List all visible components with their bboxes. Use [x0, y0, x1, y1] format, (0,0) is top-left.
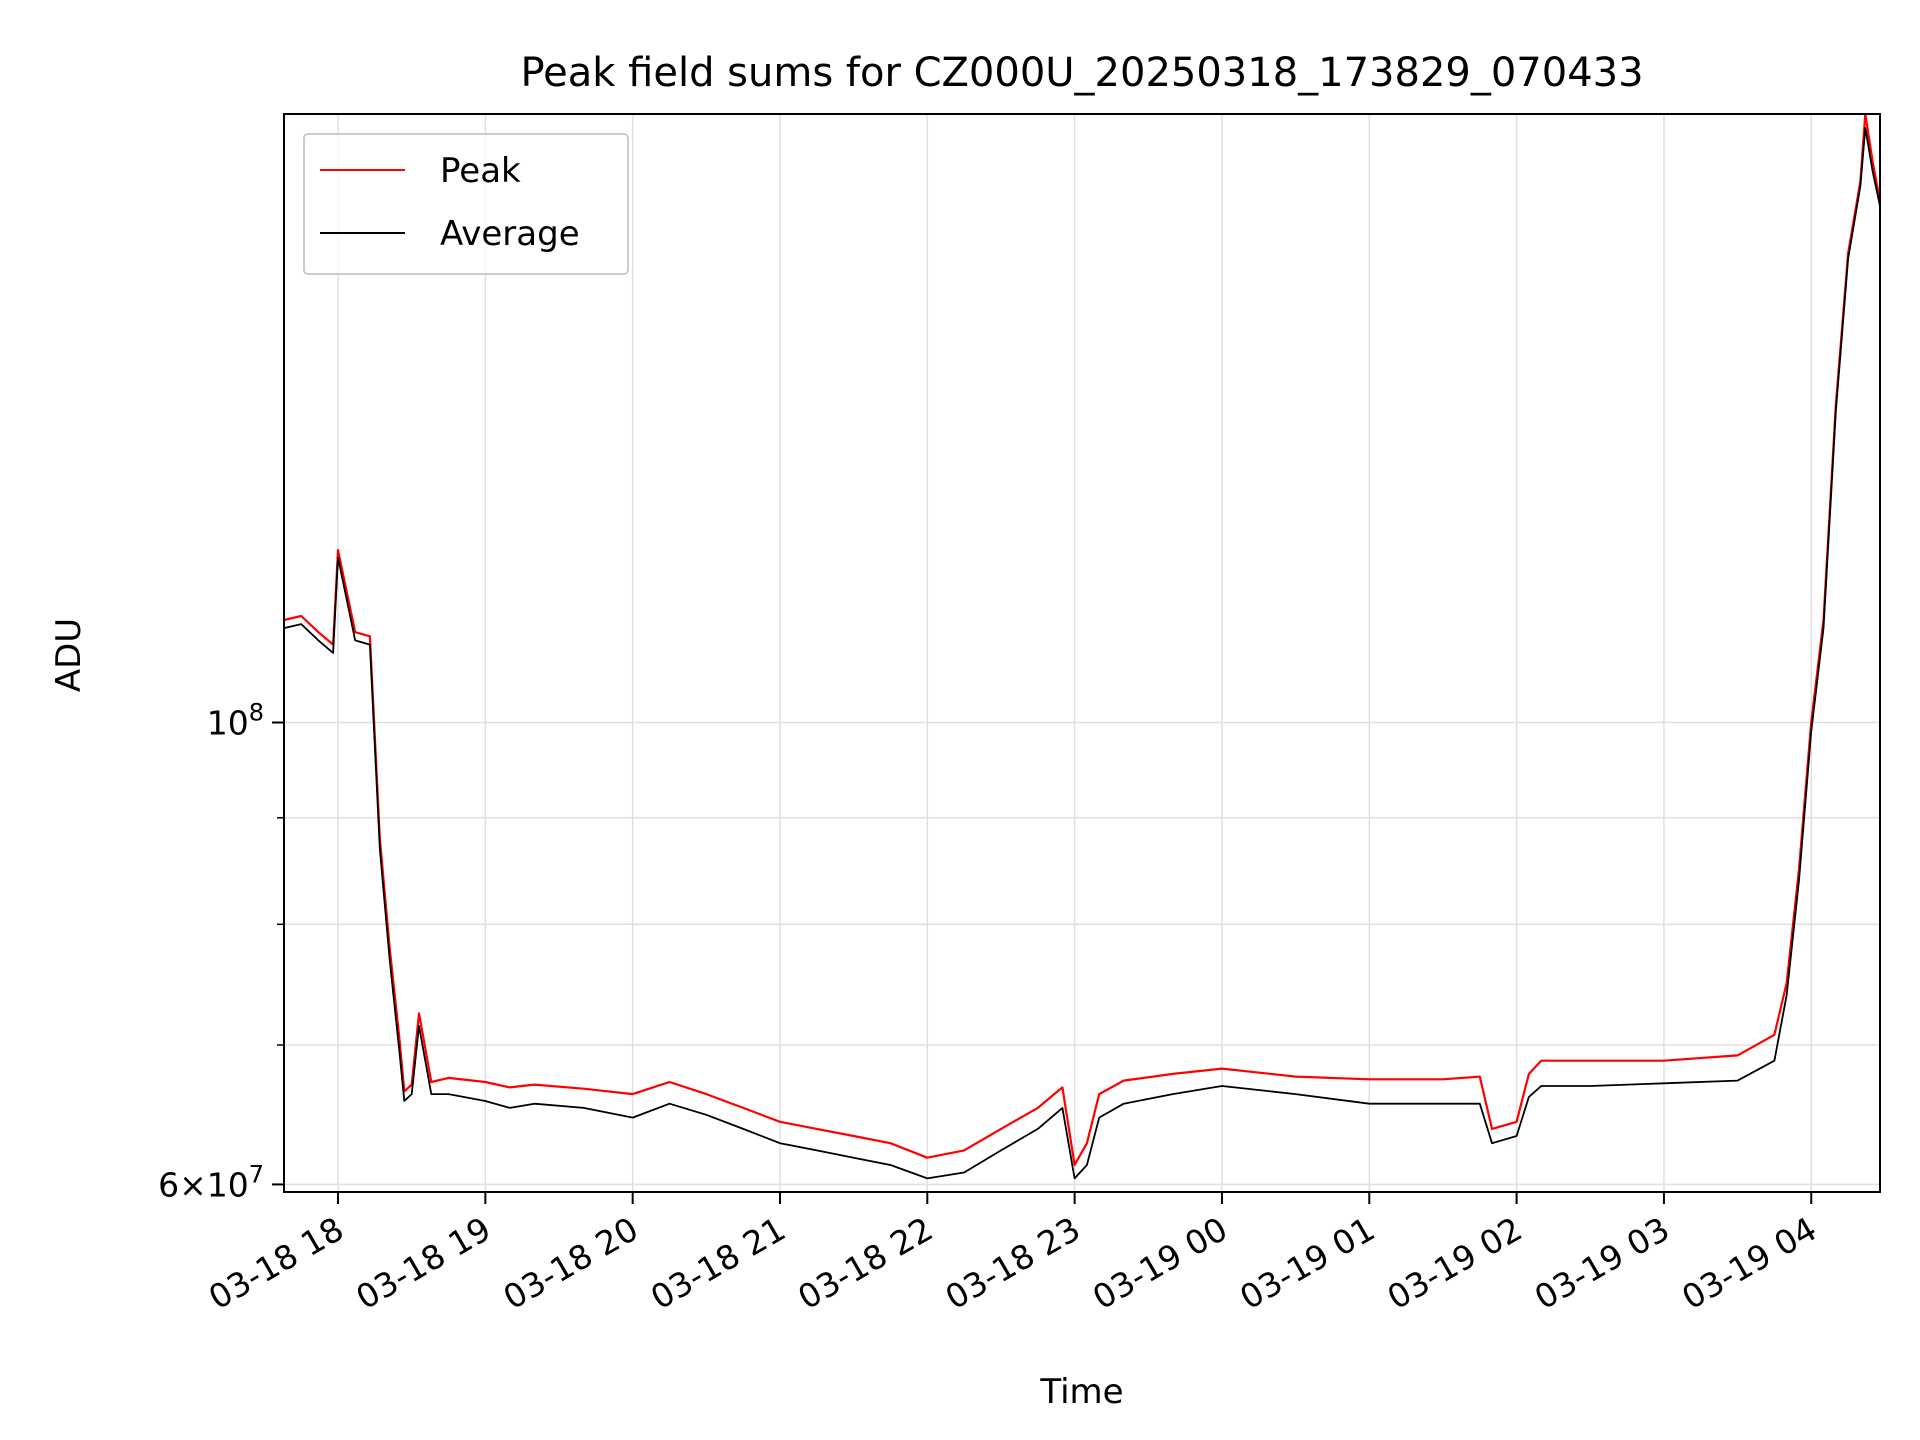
series-line-average: [283, 127, 1881, 1180]
y-tick-label: 108: [207, 699, 264, 743]
gridlines: [284, 114, 1880, 1192]
legend-label-peak: Peak: [440, 151, 521, 191]
y-tick-base: 10: [207, 704, 249, 743]
series-layer: [283, 112, 1882, 1180]
y-tick-base: 10: [207, 1165, 249, 1204]
y-tick-mantissa: 6: [158, 1165, 179, 1204]
legend: Peak Average: [303, 133, 629, 275]
plot-area-frame: [283, 113, 1881, 1193]
y-tick-exponent: 7: [249, 1160, 264, 1188]
x-axis-label: Time: [1039, 1372, 1123, 1412]
y-tick-times: ×: [179, 1165, 207, 1204]
legend-label-average: Average: [440, 214, 580, 254]
chart-title: Peak field sums for CZ000U_20250318_1738…: [520, 50, 1643, 96]
series-line-peak: [283, 112, 1882, 1167]
y-tick-label: 6×107: [158, 1160, 264, 1204]
y-tick-exponent: 8: [249, 699, 264, 727]
y-axis-label: ADU: [49, 618, 89, 692]
